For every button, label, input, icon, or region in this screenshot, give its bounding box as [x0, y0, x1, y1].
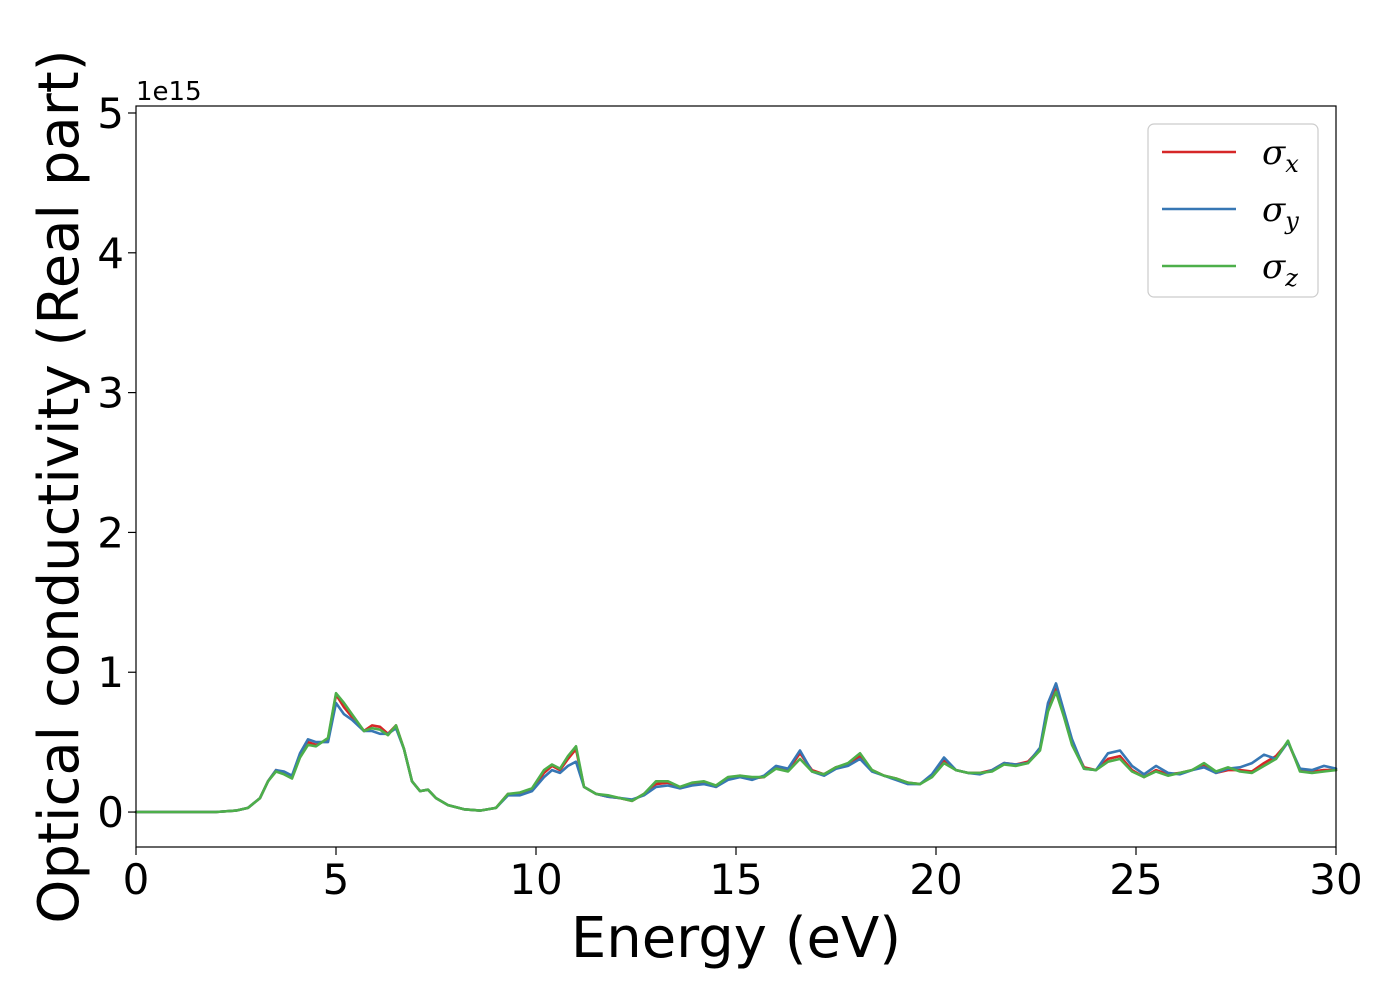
legend-label-x: σx	[1262, 133, 1299, 178]
series-layer	[134, 682, 1338, 814]
y-tick-label: 0	[97, 788, 124, 837]
legend-label-y: σy	[1262, 190, 1299, 235]
x-tick-label: 30	[1309, 855, 1362, 904]
y-tick-label: 5	[97, 89, 124, 138]
x-tick-label: 10	[509, 855, 562, 904]
y-axis-ticks: 0 1 2 3 4 5	[97, 89, 136, 837]
series-line-y	[134, 682, 1338, 814]
x-axis-label: Energy (eV)	[571, 906, 901, 971]
legend-box	[1147, 123, 1319, 298]
x-tick-label: 5	[323, 855, 350, 904]
x-tick-label: 20	[909, 855, 962, 904]
x-tick-label: 15	[709, 855, 762, 904]
x-tick-label: 25	[1109, 855, 1162, 904]
y-axis-label: Optical conductivity (Real part)	[27, 49, 92, 923]
y-tick-label: 2	[97, 508, 124, 557]
legend: σx σy σz	[1147, 123, 1319, 298]
x-tick-label: 0	[123, 855, 150, 904]
y-tick-label: 1	[97, 648, 124, 697]
series-line-z	[134, 690, 1338, 814]
x-axis-ticks: 0 5 10 15 20 25 30	[123, 847, 1363, 904]
y-tick-label: 3	[97, 369, 124, 418]
legend-label-z: σz	[1262, 247, 1298, 292]
y-tick-label: 4	[97, 229, 124, 278]
legend-items: σx σy σz	[1162, 133, 1299, 292]
y-offset-label: 1e15	[136, 77, 202, 107]
